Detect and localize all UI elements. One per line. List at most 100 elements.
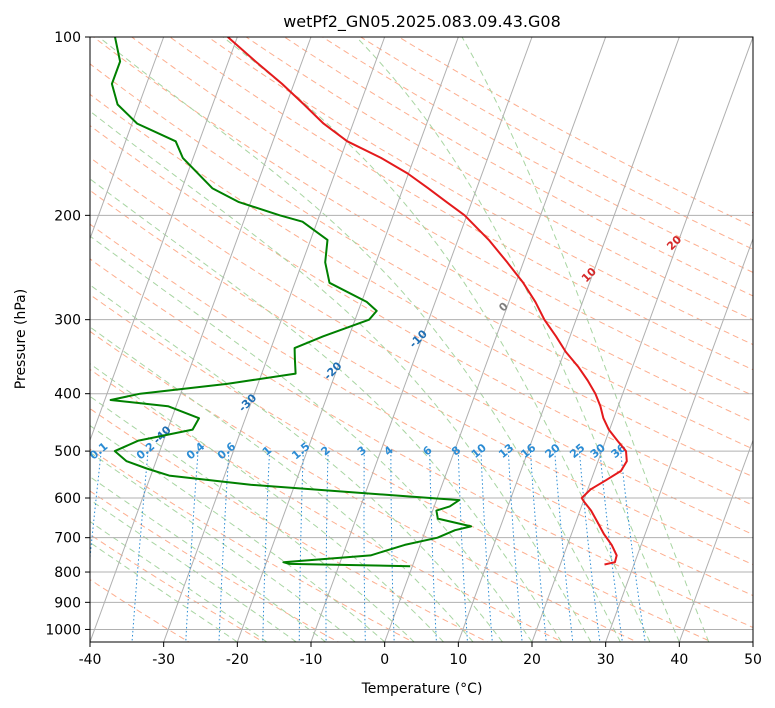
moist-adiabat-line <box>98 37 621 642</box>
moist-adiabat-line <box>90 451 356 642</box>
x-tick-label: -30 <box>152 652 175 668</box>
y-tick-label: 700 <box>54 531 81 547</box>
isotherm-line <box>90 37 238 442</box>
moist-adiabats <box>90 37 710 642</box>
y-tick-label: 600 <box>54 491 81 507</box>
mixing-ratio-line <box>480 451 493 642</box>
x-axis: -40 -30 -20 -10 0 10 20 30 40 50 <box>79 642 762 668</box>
dry-adiabat-line <box>90 156 753 536</box>
isotherm-label: -20 <box>321 359 344 382</box>
y-tick-label: 300 <box>54 313 81 329</box>
y-tick-label: 500 <box>54 444 81 460</box>
mixing-ratio-line <box>554 451 574 642</box>
mixing-ratio-label: 0.1 <box>87 440 110 462</box>
dry-adiabat-line <box>359 37 753 250</box>
mixing-ratio-label: 0.2 <box>134 440 157 462</box>
isotherm-label: -10 <box>407 327 430 350</box>
moist-adiabat-line <box>90 178 562 642</box>
mixing-ratio-line <box>620 451 646 642</box>
isotherm-line <box>605 237 753 642</box>
dry-adiabat-line <box>130 37 753 397</box>
mixing-ratio-line <box>507 451 523 642</box>
isotherm-label: 10 <box>579 265 599 285</box>
x-tick-label: 30 <box>597 652 615 668</box>
profile-lines <box>109 37 628 568</box>
temperature-profile-line <box>227 37 628 566</box>
moist-adiabat-line <box>90 326 474 642</box>
moist-adiabat-line <box>90 395 415 642</box>
moist-adiabat-line <box>90 110 592 642</box>
mixing-ratio-line <box>298 451 304 642</box>
moist-adiabat-line <box>90 284 503 642</box>
moist-adiabat-line <box>90 476 326 642</box>
dry-adiabat-line <box>90 368 564 642</box>
isotherm-label: -30 <box>236 391 259 414</box>
isotherm-line <box>163 37 386 642</box>
x-tick-label: -10 <box>300 652 323 668</box>
moist-adiabat-line <box>90 424 386 642</box>
mixing-ratio-line <box>218 451 230 642</box>
dry-adiabat-line <box>90 258 753 629</box>
dry-adiabat-line <box>90 63 753 450</box>
y-tick-label: 100 <box>54 30 81 46</box>
mixing-ratio-line <box>262 451 270 642</box>
dry-adiabat-line <box>283 37 753 297</box>
x-tick-label: -20 <box>226 652 249 668</box>
isotherm-label: 20 <box>664 233 684 253</box>
x-tick-label: 20 <box>523 652 541 668</box>
mixing-ratio-label: 2 <box>319 444 333 459</box>
mixing-ratio-label: 25 <box>567 441 587 461</box>
mixing-ratio-label: 8 <box>449 444 463 459</box>
y-tick-label: 400 <box>54 387 81 403</box>
isotherm-line <box>531 37 753 642</box>
x-tick-label: 40 <box>670 652 688 668</box>
dry-adiabat-line <box>90 124 753 506</box>
mixing-ratio-label: 16 <box>518 441 538 461</box>
mixing-ratio-label: 1.5 <box>289 440 312 462</box>
mixing-ratio-label: 10 <box>469 441 489 461</box>
isotherm-label: -60 <box>0 487 3 510</box>
x-tick-label: -40 <box>79 652 102 668</box>
x-tick-label: 0 <box>380 652 389 668</box>
mixing-ratio-label: 0.6 <box>215 440 239 463</box>
mixing-ratio-label: 20 <box>543 441 563 461</box>
x-tick-label: 50 <box>744 652 762 668</box>
mixing-ratio-line <box>363 451 366 642</box>
mixing-ratio-line <box>185 451 199 642</box>
dry-adiabat-line <box>90 93 753 478</box>
mixing-ratio-line <box>325 451 329 642</box>
moist-adiabat-line <box>90 541 238 642</box>
y-tick-label: 800 <box>54 565 81 581</box>
dry-adiabat-line <box>90 294 713 642</box>
moist-adiabat-line <box>461 37 710 642</box>
y-tick-label: 900 <box>54 595 81 611</box>
isotherm-line <box>678 438 753 642</box>
isotherm-line <box>457 37 680 642</box>
plot-area: 0.10.20.40.611.52346810131620253036-100-… <box>0 37 770 642</box>
dry-adiabats <box>90 37 753 642</box>
dry-adiabat-line <box>90 490 340 642</box>
mixing-ratio-line <box>457 451 469 642</box>
moist-adiabat-line <box>90 363 444 642</box>
plot-frame <box>89 36 754 643</box>
isotherm-label: 30 <box>750 201 770 221</box>
mixing-ratio-line <box>578 451 601 642</box>
dry-adiabat-line <box>90 189 753 566</box>
dry-adiabat-line <box>90 448 414 642</box>
isotherm-line <box>90 37 165 241</box>
y-axis-label: Pressure (hPa) <box>13 289 29 389</box>
dry-adiabat-line <box>169 37 753 371</box>
isotherm-line <box>752 640 753 642</box>
mixing-ratio-label: 3 <box>355 444 369 459</box>
moist-adiabat-line <box>90 499 297 642</box>
moist-adiabat-line <box>356 37 680 642</box>
mixing-ratio-line <box>529 451 547 642</box>
dry-adiabat-line <box>245 37 753 321</box>
chart-title: wetPf2_GN05.2025.083.09.43.G08 <box>283 12 561 32</box>
y-axis: 100 200 300 400 500 600 700 800 900 1000 <box>45 30 90 638</box>
mixing-ratio-label: 0.4 <box>184 440 208 463</box>
dry-adiabat-line <box>90 223 753 597</box>
isotherm-line <box>310 37 533 642</box>
isobars <box>90 214 753 630</box>
mixing-ratio-line <box>90 451 102 563</box>
